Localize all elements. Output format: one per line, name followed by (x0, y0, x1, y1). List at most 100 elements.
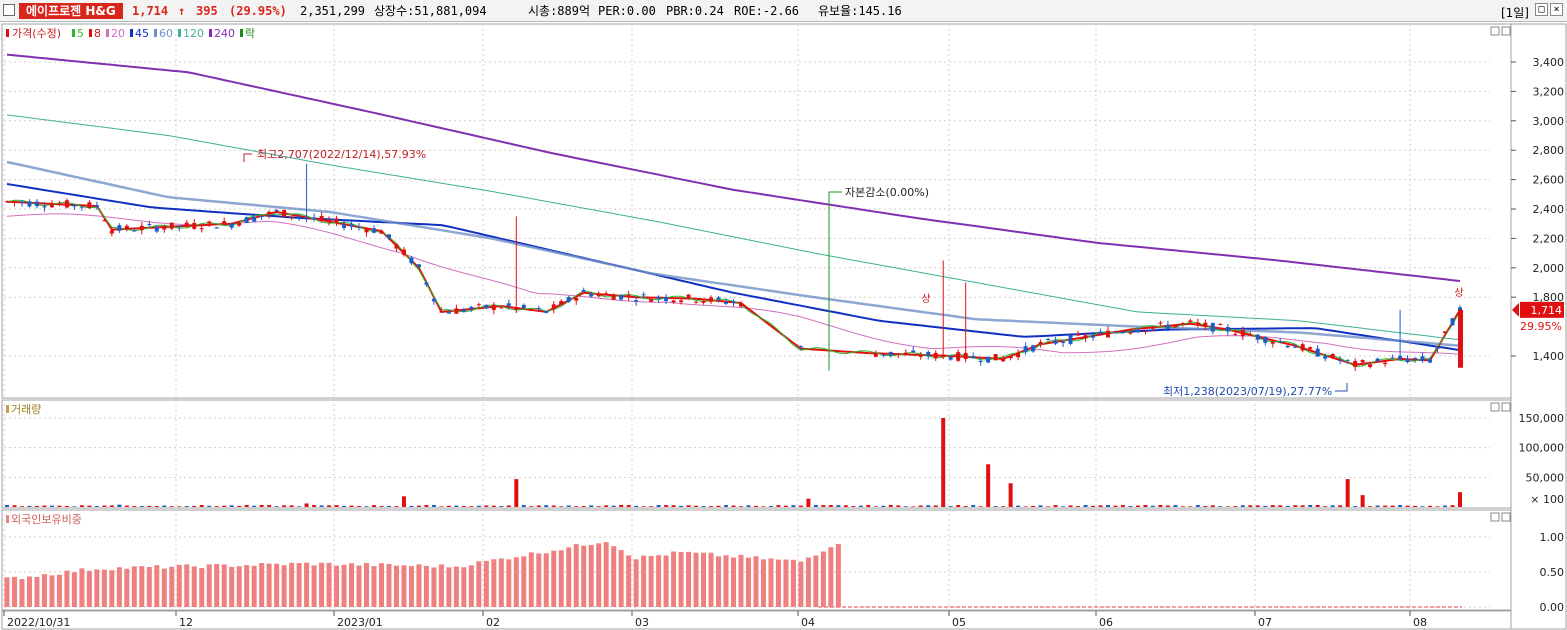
panel-minimize-icon (1490, 512, 1500, 522)
volume-bar (184, 506, 189, 507)
volume-bar (1046, 506, 1051, 507)
volume-bar (34, 505, 39, 507)
candle-body (574, 297, 579, 301)
volume-bar (1300, 505, 1305, 507)
candle-body (439, 311, 444, 313)
candle-body (641, 294, 646, 296)
volume-bar (881, 505, 886, 507)
volume-bar (49, 505, 54, 507)
volume-bar (1120, 505, 1125, 507)
foreign-bar (236, 566, 242, 607)
legend-fall-label: 락 (245, 27, 255, 40)
candle-body (454, 308, 459, 314)
candle-body (649, 299, 654, 302)
candle-body (282, 209, 287, 218)
candle-body (1173, 325, 1178, 328)
foreign-bar (536, 553, 542, 607)
foreign-bar (798, 561, 804, 607)
foreign-bar (820, 551, 826, 607)
volume-bar (431, 504, 436, 507)
x-axis-panel (1, 610, 1512, 630)
close-icon[interactable]: × (1550, 3, 1563, 16)
low-label: 최저1,238(2023/07/19),27.77% (1163, 385, 1332, 398)
candle-body (1008, 356, 1013, 359)
volume-bar (783, 505, 788, 507)
foreign-bar (521, 556, 527, 607)
pbr: PBR:0.24 (666, 4, 724, 18)
candle-body (274, 210, 279, 212)
candle-body (956, 352, 961, 361)
candle-body (566, 297, 571, 302)
maximize-icon[interactable]: □ (1535, 3, 1548, 16)
candle-body (888, 351, 893, 356)
candle-body (656, 296, 661, 299)
stock-chart[interactable]: 거래량 외국인보유비중 3,400 3,200 3,000 2,800 2,600 2,4… (0, 22, 1567, 630)
volume-bar (117, 504, 122, 507)
volume-bar (416, 505, 421, 507)
time-tick-label: 03 (635, 616, 649, 629)
volume-bar (282, 505, 287, 507)
candle-body (1038, 341, 1043, 345)
foreign-bar (176, 564, 182, 607)
candle-body (1083, 335, 1088, 339)
volume-bar (791, 505, 796, 507)
volume-bar (42, 505, 47, 507)
foreign-bar (641, 555, 647, 607)
current-price: 1,714 (132, 4, 169, 18)
candle-body (604, 293, 609, 295)
foreign-bar (543, 553, 549, 607)
candle-body (1240, 330, 1245, 337)
legend-ma-label: 60 (159, 27, 173, 40)
volume-bar (222, 505, 227, 507)
volume-bar (709, 506, 714, 507)
foreign-bar (71, 572, 77, 607)
candle-body (364, 229, 369, 233)
foreign-bar (723, 555, 729, 607)
candle-body (259, 216, 264, 218)
volume-bar (79, 505, 84, 507)
foreign-bar (319, 562, 325, 607)
candle-body (1165, 324, 1170, 329)
foreign-bar (603, 542, 609, 607)
foreign-bar (558, 550, 564, 607)
volume-bar (581, 506, 586, 507)
volume-bar (604, 505, 609, 507)
legend-ma-swatch (72, 29, 75, 37)
volume-bar (1285, 506, 1290, 507)
period-selector[interactable]: [1일] (1500, 6, 1529, 20)
foreign-bar (446, 567, 452, 607)
volume-bar (574, 506, 579, 507)
candle-body (1345, 359, 1350, 361)
foreign-bar (753, 556, 759, 607)
volume-bar (1031, 505, 1036, 507)
candle-body (1016, 352, 1021, 358)
select-checkbox[interactable] (3, 4, 15, 16)
volume-bar (941, 418, 946, 507)
stock-name[interactable]: 에이프로젠 H&G (19, 3, 123, 19)
volume-bar (274, 506, 279, 507)
volume-bar (1083, 504, 1088, 507)
candle-body (132, 230, 137, 232)
candle-body (461, 309, 466, 312)
candle-body (177, 225, 182, 227)
candle-body (87, 202, 92, 208)
foreign-bar (11, 576, 17, 607)
foreign-legend-swatch (6, 515, 9, 523)
volume-bar (679, 505, 684, 507)
candle-body (162, 227, 167, 230)
high-label: 최고2,707(2022/12/14),57.93% (257, 148, 426, 161)
capital-reduction-marker (828, 191, 842, 371)
foreign-bar (686, 551, 692, 607)
foreign-tick-label: 0.50 (1540, 566, 1565, 579)
volume-bar (102, 505, 107, 507)
candle-body (1023, 346, 1028, 352)
volume-bar (1016, 505, 1021, 507)
volume-bar (259, 504, 264, 507)
foreign-bar (341, 564, 347, 607)
legend-ma-swatch (154, 29, 157, 37)
volume-bar (139, 506, 144, 507)
price-tick-label: 2,200 (1533, 232, 1565, 245)
time-tick-label: 08 (1413, 616, 1427, 629)
candle-body (1278, 341, 1283, 343)
panel-close-icon (1501, 512, 1511, 522)
